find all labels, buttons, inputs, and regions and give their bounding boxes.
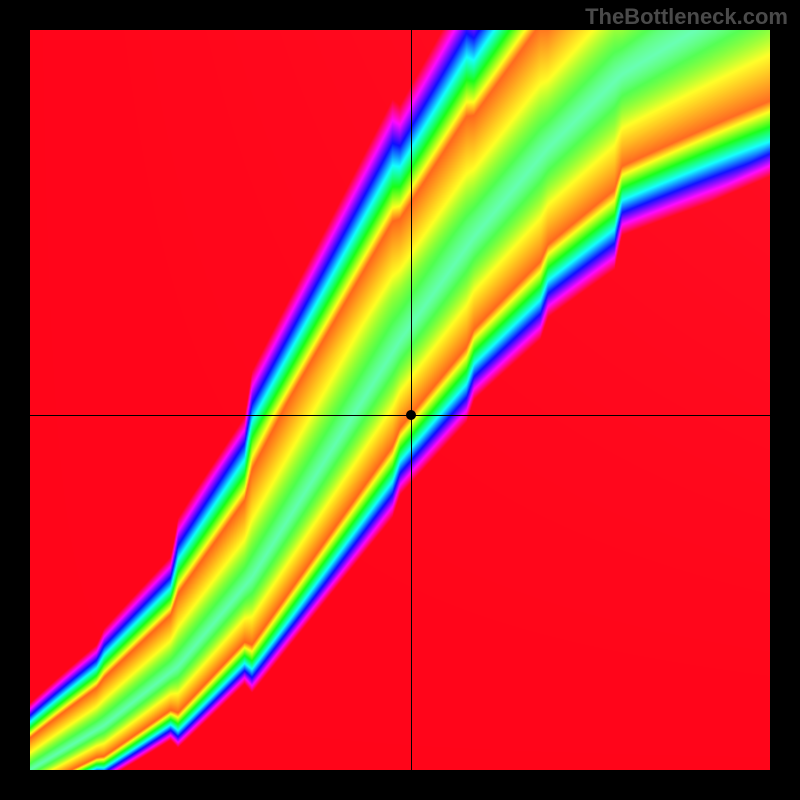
- chart-container: TheBottleneck.com: [0, 0, 800, 800]
- crosshair-vertical-line: [411, 30, 412, 770]
- heatmap-canvas: [30, 30, 770, 770]
- plot-area: [30, 30, 770, 770]
- crosshair-horizontal-line: [30, 415, 770, 416]
- source-label: TheBottleneck.com: [585, 4, 788, 30]
- crosshair-marker-dot: [406, 410, 416, 420]
